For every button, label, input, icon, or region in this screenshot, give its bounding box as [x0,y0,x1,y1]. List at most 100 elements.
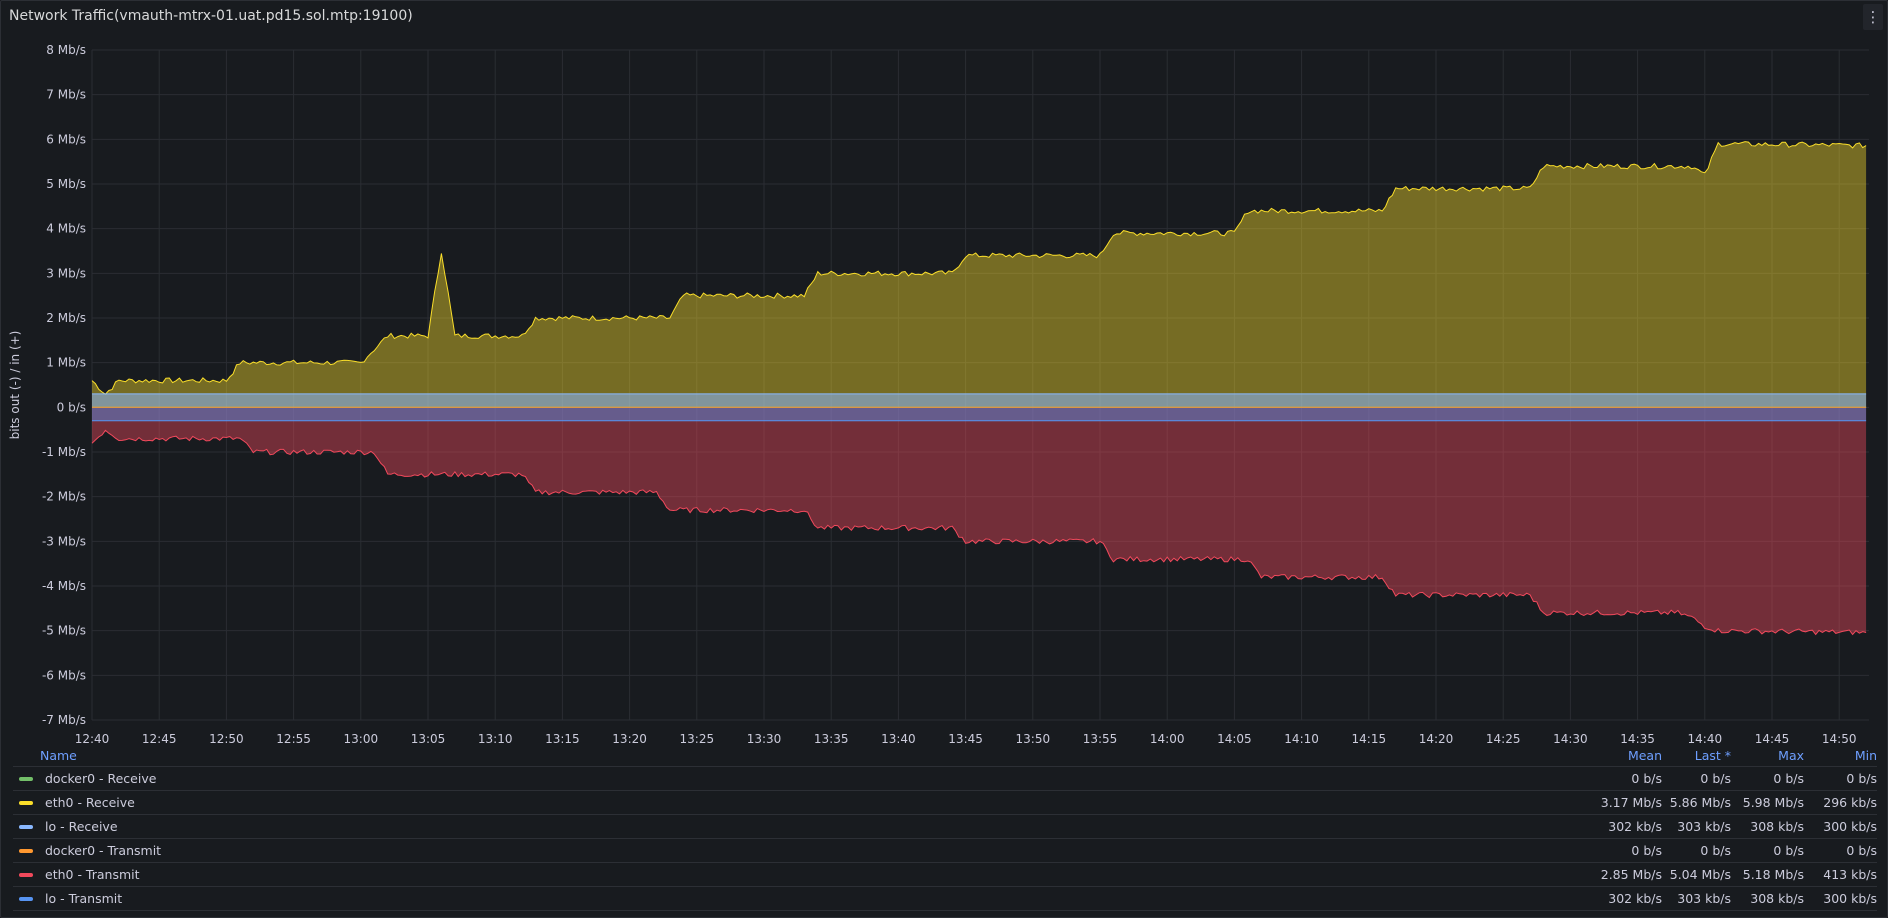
x-tick-label: 13:25 [680,732,715,746]
legend-row[interactable]: lo - Receive 302 kb/s 303 kb/s 308 kb/s 300 … [13,815,1877,839]
legend-min-value: 413 kb/s [1823,867,1877,882]
legend-series-name[interactable]: docker0 - Receive [13,771,1589,786]
x-tick-label: 12:50 [209,732,244,746]
legend-row[interactable]: eth0 - Transmit 2.85 Mb/s 5.04 Mb/s 5.18 Mb… [13,863,1877,887]
series-area-lo-transmit[interactable] [92,407,1867,421]
y-tick-label: 2 Mb/s [46,311,86,325]
legend-min-value: 300 kb/s [1823,819,1877,834]
legend-series-label: lo - Transmit [45,891,123,906]
legend-max-value: 308 kb/s [1750,891,1804,906]
legend-mean-value: 0 b/s [1631,771,1662,786]
legend-min-value: 0 b/s [1846,771,1877,786]
x-tick-label: 14:35 [1620,732,1655,746]
legend-mean-value: 302 kb/s [1608,819,1662,834]
legend-series-name[interactable]: eth0 - Transmit [13,867,1589,882]
legend-series-label: eth0 - Transmit [45,867,140,882]
x-tick-label: 14:00 [1150,732,1185,746]
legend-series-name[interactable]: lo - Receive [13,819,1589,834]
panel-title[interactable]: Network Traffic(vmauth-mtrx-01.uat.pd15.… [9,8,413,24]
series-area-eth0-transmit[interactable] [92,407,1867,635]
legend-min-value: 296 kb/s [1823,795,1877,810]
legend-max-value: 0 b/s [1773,771,1804,786]
x-tick-label: 13:20 [612,732,647,746]
legend-color-swatch[interactable] [19,776,33,781]
y-tick-label: 8 Mb/s [46,43,86,57]
y-tick-label: 7 Mb/s [46,88,86,102]
x-tick-label: 14:45 [1755,732,1790,746]
legend-last-value: 0 b/s [1700,843,1731,858]
legend-series-name[interactable]: docker0 - Transmit [13,843,1589,858]
y-tick-label: -3 Mb/s [42,534,86,548]
legend-series-label: docker0 - Receive [45,771,157,786]
x-tick-label: 14:40 [1688,732,1723,746]
x-tick-label: 14:15 [1352,732,1387,746]
y-tick-label: 1 Mb/s [46,356,86,370]
y-tick-label: 0 b/s [57,400,86,414]
legend-header-last[interactable]: Last * [1694,747,1731,763]
legend-max-value: 5.98 Mb/s [1742,795,1804,810]
x-tick-label: 13:30 [747,732,782,746]
legend-mean-value: 302 kb/s [1608,891,1662,906]
legend-header: Name Mean Last * Max Min [13,744,1877,767]
x-tick-label: 12:40 [75,732,110,746]
legend-color-swatch[interactable] [19,896,33,901]
legend-max-value: 5.18 Mb/s [1742,867,1804,882]
legend-header-min[interactable]: Min [1854,747,1877,763]
legend-last-value: 5.86 Mb/s [1669,795,1731,810]
x-tick-label: 14:10 [1284,732,1319,746]
legend-series-label: lo - Receive [45,819,118,834]
legend-color-swatch[interactable] [19,800,33,805]
legend-table: Name Mean Last * Max Min docker0 - Recei… [13,744,1877,911]
legend-header-mean[interactable]: Mean [1627,747,1662,763]
legend-mean-value: 2.85 Mb/s [1600,867,1662,882]
series-line-eth0-transmit[interactable] [91,429,1867,636]
x-tick-label: 14:50 [1822,732,1857,746]
x-tick-label: 14:05 [1217,732,1252,746]
x-tick-label: 14:25 [1486,732,1521,746]
legend-series-label: eth0 - Receive [45,795,135,810]
legend-last-value: 303 kb/s [1677,819,1731,834]
x-tick-label: 13:35 [814,732,849,746]
legend-series-name[interactable]: lo - Transmit [13,891,1589,906]
legend-max-value: 308 kb/s [1750,819,1804,834]
legend-mean-value: 3.17 Mb/s [1600,795,1662,810]
x-tick-label: 13:40 [881,732,916,746]
legend-color-swatch[interactable] [19,824,33,829]
legend-min-value: 0 b/s [1846,843,1877,858]
y-tick-label: -2 Mb/s [42,490,86,504]
x-tick-label: 13:05 [411,732,446,746]
y-tick-label: -4 Mb/s [42,579,86,593]
legend-header-name[interactable]: Name [40,747,77,763]
legend-header-max[interactable]: Max [1778,747,1804,763]
legend-color-swatch[interactable] [19,872,33,877]
series-line-eth0-receive[interactable] [91,141,1867,395]
legend-series-label: docker0 - Transmit [45,843,162,858]
legend-row[interactable]: docker0 - Receive 0 b/s 0 b/s 0 b/s 0 b/s [13,767,1877,791]
y-tick-label: -1 Mb/s [42,445,86,459]
y-tick-label: 3 Mb/s [46,266,86,280]
x-tick-label: 13:45 [948,732,983,746]
x-tick-label: 12:45 [142,732,177,746]
series-area-eth0-receive[interactable] [92,141,1867,408]
x-tick-label: 12:55 [276,732,311,746]
kebab-vertical-icon[interactable]: ⋮ [1863,4,1883,30]
legend-min-value: 300 kb/s [1823,891,1877,906]
y-tick-label: 5 Mb/s [46,177,86,191]
legend-row[interactable]: lo - Transmit 302 kb/s 303 kb/s 308 kb/s 300… [13,887,1877,911]
x-tick-label: 13:15 [545,732,580,746]
legend-row[interactable]: eth0 - Receive 3.17 Mb/s 5.86 Mb/s 5.98 Mb/… [13,791,1877,815]
legend-mean-value: 0 b/s [1631,843,1662,858]
legend-last-value: 303 kb/s [1677,891,1731,906]
x-tick-label: 14:20 [1419,732,1454,746]
x-tick-label: 13:00 [344,732,379,746]
legend-color-swatch[interactable] [19,848,33,853]
legend-last-value: 0 b/s [1700,771,1731,786]
legend-series-name[interactable]: eth0 - Receive [13,795,1589,810]
x-tick-label: 13:10 [478,732,513,746]
legend-row[interactable]: docker0 - Transmit 0 b/s 0 b/s 0 b/s 0 b/s [13,839,1877,863]
legend-max-value: 0 b/s [1773,843,1804,858]
series-area-lo-receive[interactable] [92,393,1867,408]
time-series-chart[interactable]: 8 Mb/s 7 Mb/s 6 Mb/s 5 Mb/s 4 Mb/s 3 Mb/s 2 Mb… [1,37,1887,747]
x-tick-label: 14:30 [1553,732,1588,746]
